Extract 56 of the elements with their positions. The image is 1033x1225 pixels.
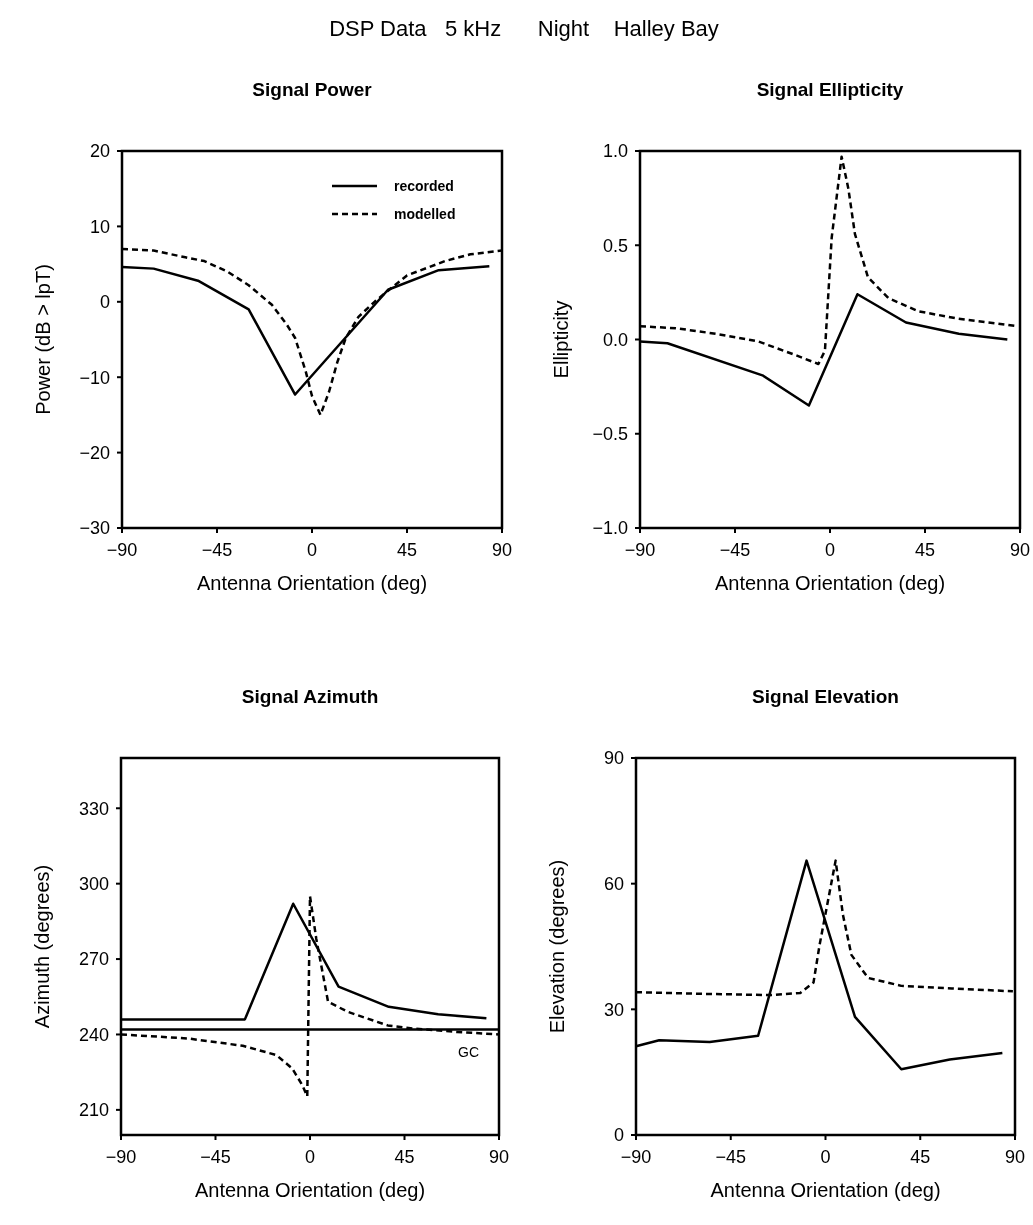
x-tick-label: −45 [200,1147,231,1167]
chart-title: Signal Elevation [752,686,899,707]
x-tick-label: 45 [394,1147,415,1167]
x-tick-label: 90 [488,1147,510,1167]
x-tick-label: 0 [820,1147,831,1167]
x-tick-label: 0 [304,1147,316,1167]
y-tick-label: 270 [78,949,109,970]
x-tick-label: 90 [1004,1147,1026,1167]
chart-title: Signal Ellipticity [756,79,904,100]
x-tick-label: 90 [1009,540,1031,560]
x-axis-title: Antenna Orientation (deg) [194,1179,426,1201]
x-tick-label: −90 [620,1147,652,1167]
y-tick-label: 330 [78,798,109,819]
y-tick-label: 20 [89,141,110,162]
y-tick-label: −30 [79,518,110,539]
text: DSP Data 5 kHz Night Halley Bay [329,16,719,41]
ref-line-label: GC [458,1044,479,1061]
y-tick-label: 1.0 [602,141,628,162]
y-tick-label: 210 [78,1100,109,1121]
x-tick-label: 0 [306,540,318,560]
x-tick-label: −45 [715,1147,747,1167]
y-tick-label: 240 [78,1024,109,1045]
x-tick-label: −90 [106,540,138,560]
y-axis-title: Power (dB > lpT) [32,264,54,415]
legend-label: modelled [394,205,456,222]
y-axis-title: Elevation (degrees) [546,859,568,1034]
chart-title: Signal Azimuth [241,686,379,707]
chart-title: Signal Power [252,79,373,100]
x-axis-title: Antenna Orientation (deg) [714,572,946,594]
y-tick-label: 90 [603,748,624,769]
x-tick-label: −90 [624,540,656,560]
y-tick-label: 0 [613,1125,624,1146]
x-axis-title: Antenna Orientation (deg) [196,572,428,594]
y-axis-title: Ellipticity [550,300,572,379]
x-tick-label: −90 [105,1147,137,1167]
x-tick-label: 45 [914,540,936,560]
y-tick-label: 10 [89,216,110,237]
x-tick-label: 0 [824,540,836,560]
x-tick-label: 45 [396,540,418,560]
y-axis-title: Azimuth (degrees) [31,864,53,1029]
y-tick-label: 60 [603,873,624,894]
x-tick-label: 45 [910,1147,931,1167]
x-tick-label: −45 [201,540,233,560]
x-tick-label: 90 [491,540,513,560]
legend-label: recorded [394,177,454,194]
y-tick-label: 300 [78,873,109,894]
y-tick-label: −0.5 [592,424,628,445]
y-tick-label: −10 [79,367,110,388]
y-tick-label: 0.0 [602,329,628,350]
y-tick-label: −1.0 [592,518,628,539]
y-tick-label: −20 [79,442,110,463]
x-axis-title: Antenna Orientation (deg) [710,1179,941,1201]
y-tick-label: 0 [99,292,110,313]
y-tick-label: 30 [603,999,624,1020]
y-tick-label: 0.5 [602,235,628,256]
x-tick-label: −45 [719,540,751,560]
